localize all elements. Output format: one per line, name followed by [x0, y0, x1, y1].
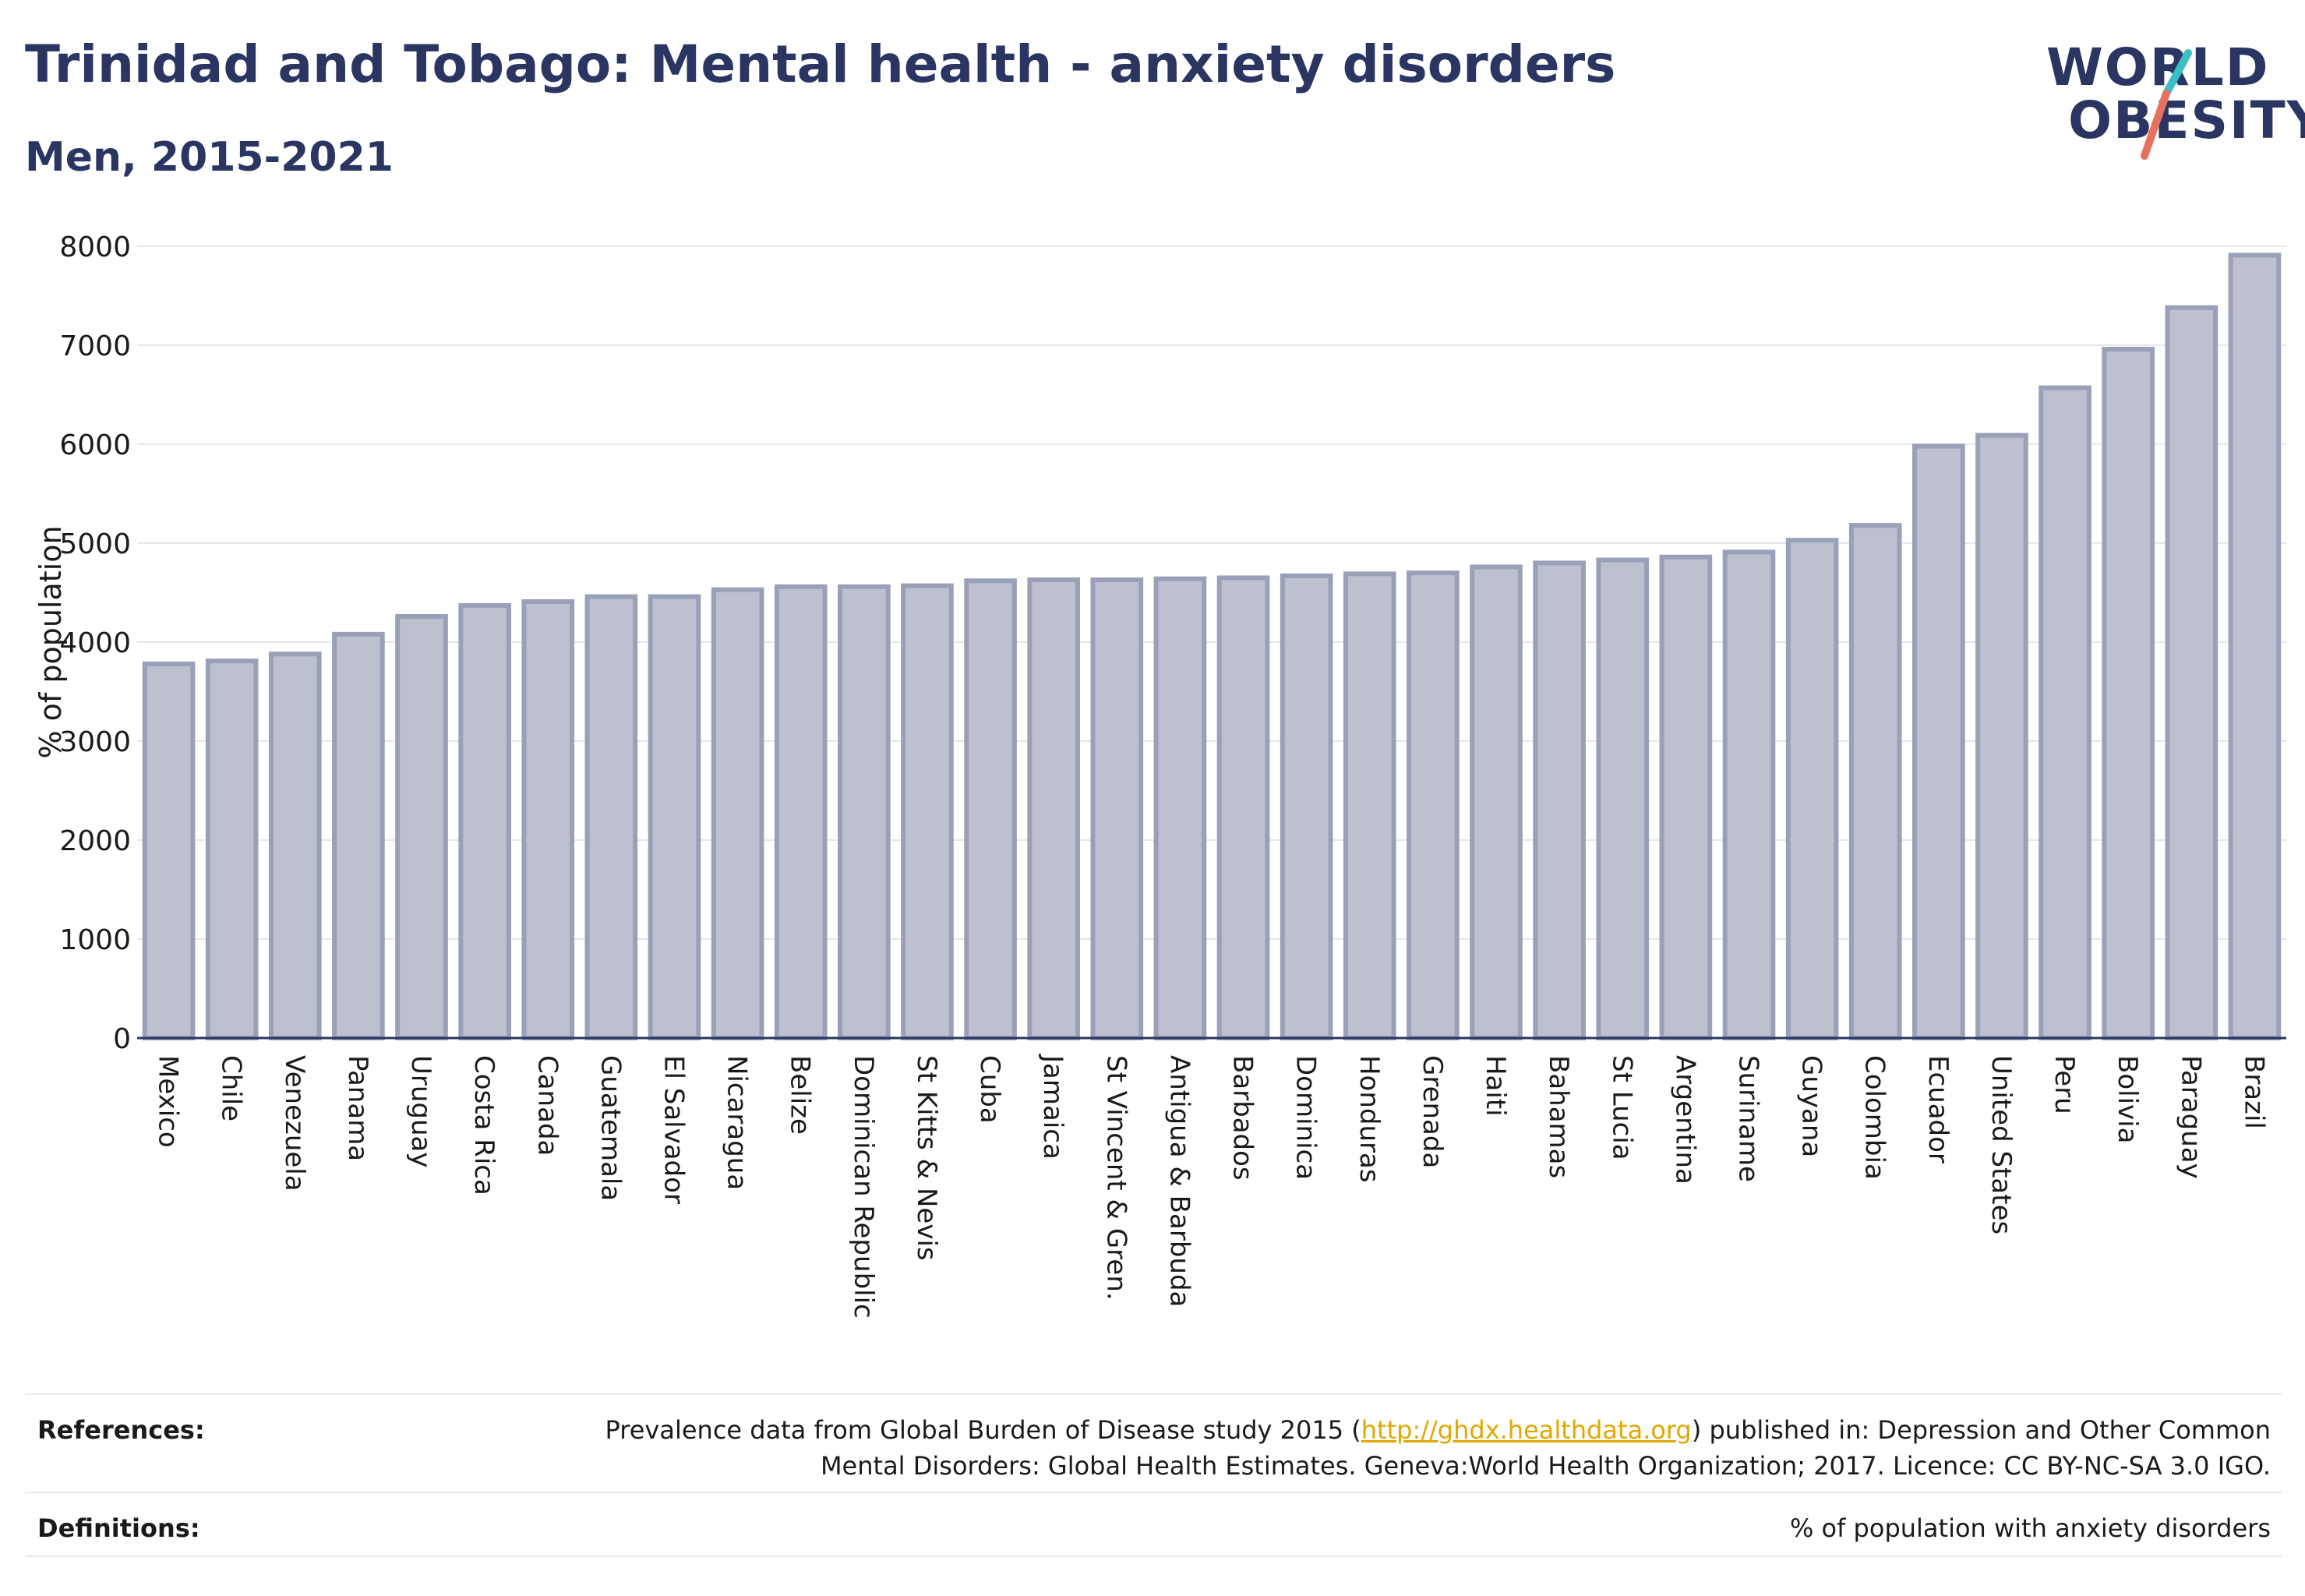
bar-cuba [964, 578, 1017, 1040]
x-tick-label: Honduras [1354, 1055, 1385, 1183]
y-axis-ticks: 0 1000 2000 3000 4000 5000 6000 7000 8000 [59, 231, 131, 1055]
x-tick-label: Guyana [1796, 1055, 1827, 1157]
x-tick-label: Mexico [153, 1055, 184, 1148]
x-axis-labels: Mexico Chile Venezuela Panama Uruguay Costa R… [153, 1054, 2270, 1319]
chart-bars [142, 252, 2282, 1040]
bar-dominica [1280, 573, 1333, 1040]
y-tick-label: 1000 [59, 924, 131, 956]
y-tick-label: 3000 [59, 726, 131, 758]
x-tick-label: El Salvador [658, 1055, 690, 1204]
x-tick-label: Uruguay [405, 1055, 436, 1168]
x-tick-label: Costa Rica [468, 1055, 499, 1195]
bar-guyana [1785, 538, 1839, 1040]
x-tick-label: Belize [785, 1055, 816, 1135]
bar-suriname [1722, 549, 1776, 1040]
x-tick-label: Suriname [1733, 1055, 1764, 1182]
x-tick-label: Venezuela [279, 1055, 310, 1192]
y-tick-label: 0 [113, 1023, 131, 1055]
x-tick-label: Guatemala [595, 1055, 626, 1201]
x-tick-label: St Vincent & Gren. [1100, 1055, 1131, 1301]
x-tick-label: Panama [342, 1055, 373, 1161]
x-tick-label: United States [1986, 1055, 2017, 1234]
x-tick-label: Paraguay [2175, 1055, 2206, 1179]
bar-argentina [1659, 554, 1713, 1040]
x-tick-label: Ecuador [1922, 1055, 1954, 1163]
references-link[interactable]: http://ghdx.healthdata.org [1361, 1415, 1692, 1445]
x-tick-label: Colombia [1859, 1055, 1890, 1180]
bar-mexico [142, 661, 196, 1040]
y-tick-label: 2000 [59, 825, 131, 857]
y-tick-label: 6000 [59, 429, 131, 461]
references-label: References: [37, 1415, 205, 1445]
x-tick-label: Bahamas [1543, 1055, 1574, 1178]
logo-line-2: OBESITY [2068, 90, 2305, 150]
bar-peru [2038, 385, 2091, 1040]
bar-canada [521, 598, 575, 1040]
y-tick-label: 8000 [59, 231, 131, 263]
bar-panama [332, 631, 385, 1040]
y-tick-label: 5000 [59, 528, 131, 560]
bar-st-lucia [1596, 557, 1650, 1040]
x-tick-label: St Kitts & Nevis [911, 1055, 942, 1261]
x-tick-label: Dominican Republic [848, 1055, 879, 1319]
x-tick-label: Nicaragua [722, 1055, 753, 1190]
x-tick-label: Bolivia [2112, 1055, 2143, 1143]
x-tick-label: Argentina [1669, 1055, 1700, 1185]
bar-st-vincent-gren- [1090, 577, 1144, 1040]
x-tick-label: Dominica [1290, 1055, 1322, 1180]
x-tick-label: St Lucia [1606, 1055, 1637, 1160]
bar-uruguay [395, 613, 448, 1040]
bar-venezuela [268, 651, 322, 1040]
bar-ecuador [1912, 443, 1965, 1040]
bar-chile [205, 659, 259, 1040]
x-tick-label: Barbados [1227, 1055, 1258, 1181]
x-tick-label: Canada [531, 1055, 563, 1156]
bar-bolivia [2102, 347, 2155, 1040]
x-tick-label: Jamaica [1037, 1054, 1068, 1160]
x-tick-label: Grenada [1417, 1055, 1448, 1168]
bar-nicaragua [711, 587, 764, 1040]
footer-divider-bottom [25, 1555, 2282, 1557]
references-text-part-1: Prevalence data from Global Burden of Di… [605, 1415, 1361, 1445]
x-tick-label: Antigua & Barbuda [1163, 1055, 1195, 1307]
footer-divider-middle [25, 1492, 2282, 1493]
bar-haiti [1470, 564, 1523, 1040]
definitions-text: % of population with anxiety disorders [1789, 1513, 2271, 1543]
bar-honduras [1343, 571, 1396, 1040]
bar-antigua-barbuda [1153, 576, 1207, 1040]
bar-brazil [2228, 252, 2282, 1040]
footer-divider-top [25, 1393, 2282, 1395]
bar-st-kitts-nevis [901, 583, 954, 1040]
bar-dominican-republic [838, 584, 891, 1040]
logo-slash-icon [2141, 49, 2192, 160]
definitions-label: Definitions: [37, 1513, 200, 1543]
references-text: Prevalence data from Global Burden of Di… [556, 1412, 2271, 1484]
references-text-part-2: ) published in: Depression and Other Com… [1691, 1415, 2271, 1445]
bar-united-states [1975, 433, 2028, 1040]
bar-belize [774, 584, 828, 1040]
references-text-part-3: Mental Disorders: Global Health Estimate… [820, 1451, 2271, 1481]
page-title: Trinidad and Tobago: Mental health - anx… [25, 34, 1616, 94]
world-obesity-logo: WORLD OBESITY [2034, 31, 2305, 168]
bar-el-salvador [648, 594, 701, 1040]
x-tick-label: Brazil [2238, 1055, 2269, 1129]
x-tick-label: Chile [216, 1055, 247, 1121]
page-subtitle: Men, 2015-2021 [25, 134, 394, 181]
bar-paraguay [2165, 305, 2219, 1040]
bar-grenada [1407, 570, 1460, 1040]
x-tick-label: Haiti [1480, 1055, 1511, 1117]
logo-line-1: WORLD [2046, 37, 2270, 97]
bar-guatemala [584, 594, 638, 1040]
y-axis-label: % of population [34, 525, 68, 758]
bar-bahamas [1533, 560, 1586, 1040]
x-tick-label: Peru [2049, 1055, 2080, 1114]
y-tick-label: 7000 [59, 330, 131, 362]
bar-barbados [1216, 575, 1270, 1040]
bar-chart: 0 1000 2000 3000 4000 5000 6000 7000 8000 Mexico… [34, 231, 2286, 1319]
y-tick-label: 4000 [59, 627, 131, 659]
bar-jamaica [1027, 577, 1081, 1040]
bar-colombia [1848, 523, 1902, 1040]
x-tick-label: Cuba [974, 1055, 1005, 1124]
bar-costa-rica [458, 603, 511, 1040]
